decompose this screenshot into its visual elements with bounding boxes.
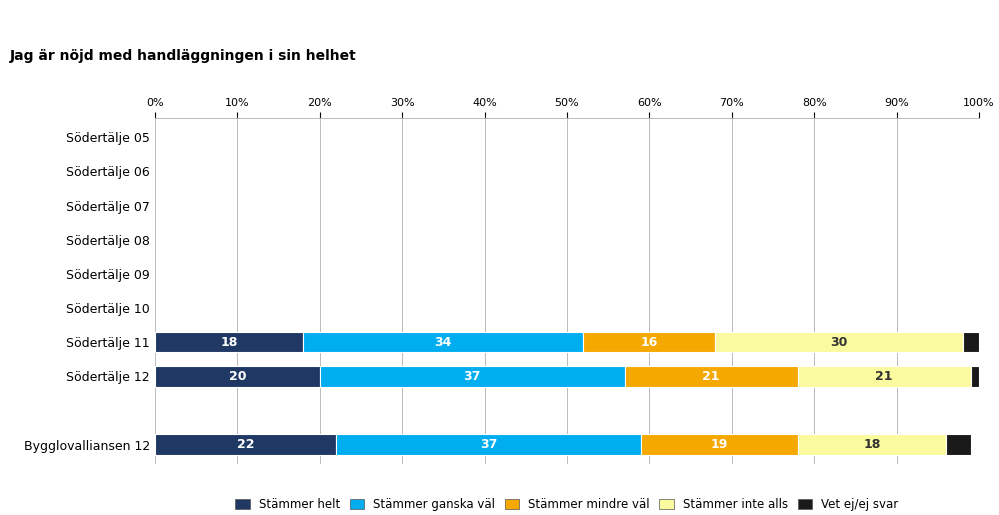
Text: HELHETSOMDÖME: HELHETSOMDÖME: [12, 9, 183, 27]
Text: 37: 37: [464, 370, 481, 383]
Text: 37: 37: [480, 438, 498, 451]
Bar: [971, 366, 979, 387]
Text: 22: 22: [237, 438, 255, 451]
Text: 18: 18: [863, 438, 880, 451]
Text: 21: 21: [875, 370, 893, 383]
Bar: [641, 435, 797, 455]
Bar: [155, 332, 304, 352]
Bar: [155, 366, 320, 387]
Bar: [583, 332, 715, 352]
Text: 18: 18: [221, 336, 238, 349]
Bar: [715, 332, 962, 352]
Bar: [155, 435, 336, 455]
Text: 19: 19: [710, 438, 728, 451]
Bar: [624, 366, 797, 387]
Bar: [946, 435, 971, 455]
Bar: [336, 435, 641, 455]
Text: 30: 30: [830, 336, 847, 349]
Legend: Stämmer helt, Stämmer ganska väl, Stämmer mindre väl, Stämmer inte alls, Vet ej/: Stämmer helt, Stämmer ganska väl, Stämme…: [236, 498, 898, 511]
Text: 20: 20: [229, 370, 246, 383]
Bar: [304, 332, 583, 352]
Text: 34: 34: [435, 336, 452, 349]
Bar: [797, 366, 971, 387]
Text: 21: 21: [702, 370, 720, 383]
Text: 16: 16: [640, 336, 658, 349]
Text: Jag är nöjd med handläggningen i sin helhet: Jag är nöjd med handläggningen i sin hel…: [10, 49, 357, 63]
Bar: [963, 332, 979, 352]
Bar: [320, 366, 624, 387]
Bar: [797, 435, 946, 455]
